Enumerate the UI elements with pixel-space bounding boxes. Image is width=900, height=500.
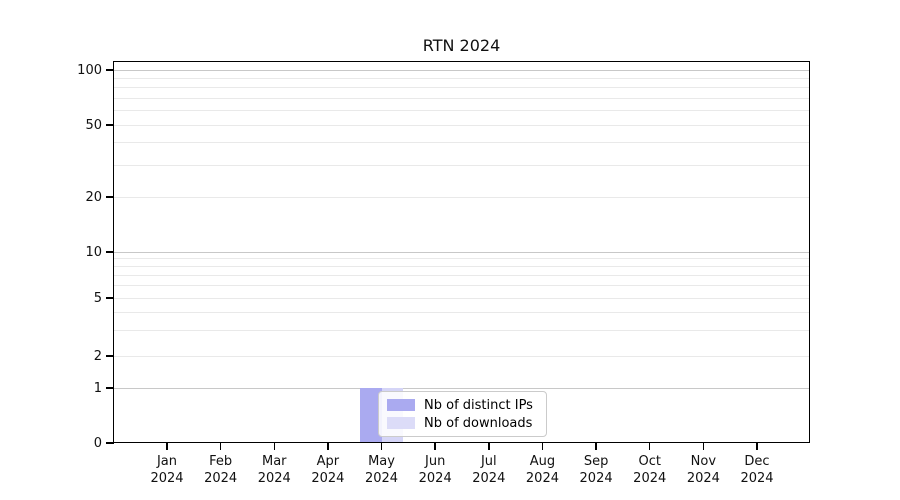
x-tick-month: Nov (690, 454, 717, 469)
x-tick-label: Sep 2024 (556, 453, 636, 487)
x-tick-year: 2024 (525, 471, 559, 486)
x-tick-label: Apr 2024 (288, 453, 368, 487)
x-tick-label: Mar 2024 (234, 453, 314, 487)
y-gridline-minor (114, 266, 810, 268)
x-tick-year: 2024 (686, 471, 720, 486)
y-gridline-minor (114, 258, 810, 260)
x-tick (219, 443, 222, 450)
x-tick-label: Feb 2024 (181, 453, 261, 487)
y-gridline-major (114, 251, 810, 253)
x-tick (756, 443, 758, 450)
x-tick-label: Jul 2024 (449, 453, 529, 487)
x-tick (166, 443, 168, 450)
x-tick-month: Jan (156, 454, 178, 469)
y-tick (106, 442, 114, 444)
x-tick (648, 443, 651, 450)
legend-item-downloads: Nb of downloads (387, 414, 538, 432)
y-tick (106, 124, 114, 126)
y-tick (106, 251, 114, 253)
x-tick-month: Feb (209, 454, 233, 469)
y-gridline-minor (114, 285, 810, 287)
x-tick-year: 2024 (150, 471, 184, 486)
y-tick-label: 0 (93, 435, 102, 451)
x-tick-year: 2024 (418, 471, 452, 486)
y-tick-label: 50 (85, 117, 102, 133)
x-tick-year: 2024 (579, 471, 613, 486)
y-gridline-minor (114, 297, 810, 299)
y-gridline-minor (114, 97, 810, 99)
bar-distinct-ips (360, 388, 382, 443)
x-tick (273, 443, 276, 450)
y-tick-label: 2 (93, 348, 102, 364)
x-tick-year: 2024 (257, 471, 291, 486)
y-gridline-minor (114, 142, 810, 144)
x-tick (327, 443, 329, 450)
y-gridline-minor (114, 355, 810, 357)
x-tick-label: Dec 2024 (717, 453, 797, 487)
y-gridline-major (114, 69, 810, 71)
y-gridline-minor (114, 275, 810, 277)
x-tick (434, 443, 436, 450)
x-tick-month: Jul (480, 454, 497, 469)
x-tick-label: Jan 2024 (127, 453, 207, 487)
legend-swatch-distinct-ips (387, 399, 415, 411)
x-tick-year: 2024 (633, 471, 667, 486)
y-tick-label: 20 (85, 189, 102, 205)
x-tick-label: Jun 2024 (395, 453, 475, 487)
x-tick-label: Aug 2024 (502, 453, 582, 487)
legend: Nb of distinct IPs Nb of downloads (378, 391, 547, 437)
x-tick-month: Jun (425, 454, 446, 469)
y-tick-label: 1 (93, 380, 102, 396)
y-tick (106, 196, 114, 198)
x-tick-month: Aug (529, 454, 556, 469)
x-tick-label: Oct 2024 (610, 453, 690, 487)
y-tick-label: 100 (77, 62, 102, 78)
chart-title: RTN 2024 (422, 36, 501, 55)
x-tick-year: 2024 (364, 471, 399, 486)
y-gridline-minor (114, 87, 810, 89)
x-tick (488, 443, 490, 450)
y-tick-label: 5 (93, 290, 102, 306)
x-tick-label: May 2024 (342, 453, 422, 487)
x-tick-year: 2024 (472, 471, 506, 486)
x-tick-month: Dec (744, 454, 770, 469)
y-gridline-major (114, 387, 810, 389)
x-tick-month: Oct (638, 454, 661, 469)
x-tick-year: 2024 (311, 471, 345, 486)
y-tick-label: 10 (85, 244, 102, 260)
y-gridline-minor (114, 77, 810, 79)
x-tick-label: Nov 2024 (663, 453, 743, 487)
y-gridline-minor (114, 311, 810, 313)
y-gridline-minor (114, 196, 810, 198)
y-gridline-minor (114, 164, 810, 166)
legend-label-distinct-ips: Nb of distinct IPs (424, 397, 533, 413)
y-tick (106, 297, 114, 299)
x-tick (541, 443, 544, 450)
x-tick (380, 443, 383, 450)
x-tick-month: May (368, 454, 395, 469)
y-tick (106, 355, 114, 357)
legend-label-downloads: Nb of downloads (424, 415, 533, 431)
x-tick-year: 2024 (204, 471, 238, 486)
legend-item-distinct-ips: Nb of distinct IPs (387, 396, 538, 414)
x-tick-month: Mar (262, 454, 287, 469)
x-tick-year: 2024 (740, 471, 774, 486)
y-tick (106, 387, 114, 389)
x-tick (702, 443, 705, 450)
y-gridline-minor (114, 110, 810, 112)
y-gridline-minor (114, 329, 810, 331)
x-tick (595, 443, 597, 450)
x-tick-month: Apr (316, 454, 340, 469)
x-tick-month: Sep (583, 454, 609, 469)
y-gridline-minor (114, 124, 810, 126)
y-tick (106, 69, 114, 71)
legend-swatch-downloads (387, 417, 415, 429)
